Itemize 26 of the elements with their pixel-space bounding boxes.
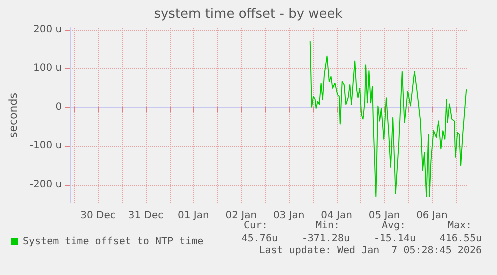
text: Avg: [382,220,406,232]
x-tick-label: 05 Jan [368,210,400,222]
y-tick-label: 0 [56,102,62,113]
chart-title: system time offset - by week [154,7,344,22]
text: 45.76u [242,234,278,244]
x-tick-label: 31 Dec [128,210,164,222]
text: Last update: Wed Jan 7 05:28:45 2026 [259,246,482,256]
x-tick-label: 30 Dec [80,210,116,222]
y-tick-label: 200 u [34,24,62,36]
text: Min: [316,220,340,232]
text: -371.28u [302,234,350,244]
text: Cur: [244,220,268,232]
text: 416.55u [440,234,482,244]
line-series [310,41,468,198]
x-tick-label: 01 Jan [178,210,210,222]
x-tick-label: 06 Jan [416,210,448,222]
x-tick-label: 04 Jan [321,210,352,222]
text: -15.14u [374,234,416,244]
y-tick-label: -200 u [30,179,62,190]
text: Max: [448,220,472,232]
legend-label: System time offset to NTP time [23,236,204,248]
x-tick-label: 03 Jan [273,210,305,222]
y-axis-title: seconds [7,92,20,138]
y-tick-label: -100 u [30,140,62,152]
y-tick-label: 100 u [34,63,62,74]
x-tick-label: 02 Jan [226,210,258,222]
